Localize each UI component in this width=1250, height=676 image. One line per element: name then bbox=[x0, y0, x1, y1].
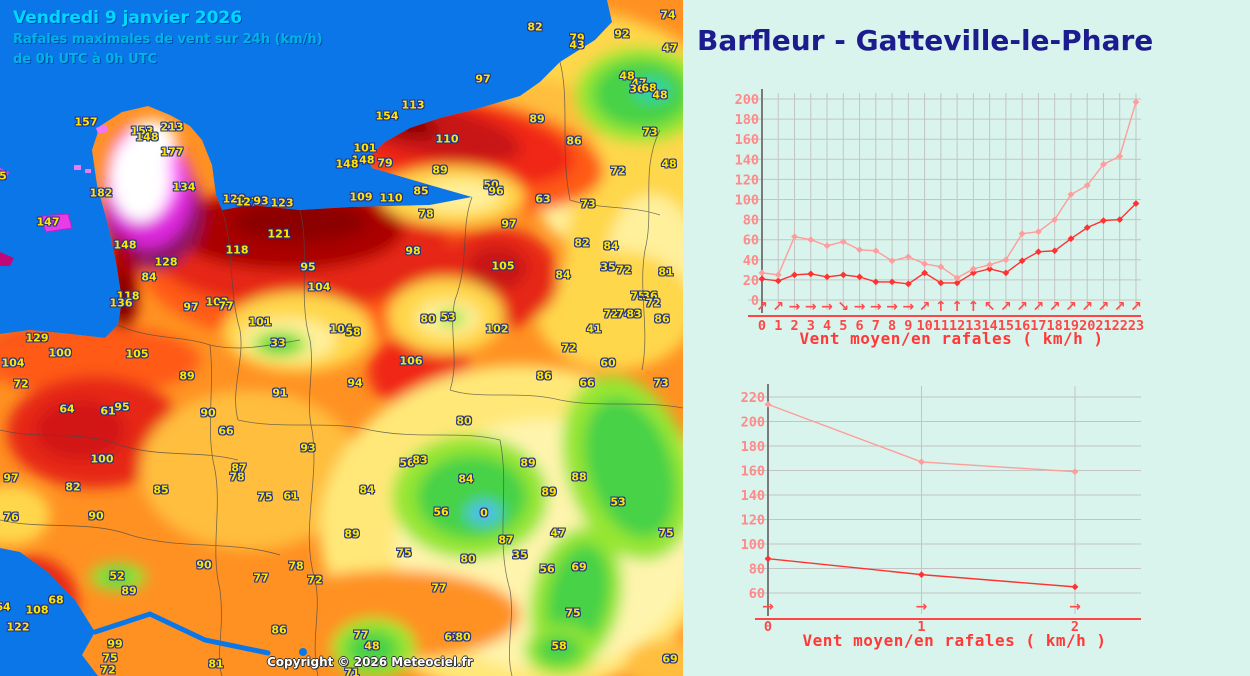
svg-text:1: 1 bbox=[917, 619, 925, 635]
svg-text:5: 5 bbox=[839, 318, 847, 334]
svg-text:1: 1 bbox=[774, 318, 782, 334]
svg-text:4: 4 bbox=[823, 318, 831, 334]
wind-direction-arrow: ↗ bbox=[756, 299, 768, 315]
svg-text:0: 0 bbox=[764, 619, 772, 635]
svg-text:6: 6 bbox=[855, 318, 863, 334]
svg-text:12: 12 bbox=[949, 318, 965, 334]
channel-islands bbox=[0, 124, 108, 266]
wind-direction-arrow: → bbox=[886, 299, 898, 315]
svg-text:0: 0 bbox=[751, 293, 759, 309]
svg-text:80: 80 bbox=[743, 213, 759, 229]
wind-direction-arrow: ↗ bbox=[1065, 299, 1077, 315]
wind-direction-arrow: ↗ bbox=[1016, 299, 1028, 315]
wind-direction-arrow: ↗ bbox=[1098, 299, 1110, 315]
map-art bbox=[0, 0, 683, 676]
svg-text:120: 120 bbox=[735, 172, 759, 188]
svg-text:2: 2 bbox=[790, 318, 798, 334]
wind-direction-arrow: → bbox=[870, 299, 882, 315]
wind-direction-arrow: → bbox=[789, 299, 801, 315]
svg-text:20: 20 bbox=[1079, 318, 1095, 334]
wind-direction-arrow: ↗ bbox=[1114, 299, 1126, 315]
svg-text:200: 200 bbox=[741, 415, 765, 431]
svg-text:14: 14 bbox=[982, 318, 998, 334]
svg-text:22: 22 bbox=[1112, 318, 1128, 334]
wind-chart-3day: 60 80 100 120 140 160 180 200 220 0 1 2 → → → Vent moye… bbox=[741, 384, 1141, 650]
wind-gust-map: Vendredi 9 janvier 2026 Rafales maximale… bbox=[0, 0, 683, 676]
wind-direction-arrow: ↑ bbox=[951, 299, 963, 315]
wind-direction-arrow: → bbox=[821, 299, 833, 315]
svg-text:2: 2 bbox=[1071, 619, 1079, 635]
wind-direction-arrow: ↑ bbox=[968, 299, 980, 315]
svg-text:60: 60 bbox=[749, 586, 765, 602]
svg-text:180: 180 bbox=[741, 439, 765, 455]
wind-direction-arrow: ↗ bbox=[1049, 299, 1061, 315]
svg-text:19: 19 bbox=[1063, 318, 1079, 334]
svg-text:21: 21 bbox=[1095, 318, 1111, 334]
station-panel: Barfleur - Gatteville-le-Phare 0 20 40 60 80… bbox=[683, 0, 1250, 676]
wind-direction-arrow: → bbox=[762, 599, 774, 615]
svg-text:120: 120 bbox=[741, 513, 765, 529]
wind-direction-arrow: → bbox=[902, 299, 914, 315]
svg-text:0: 0 bbox=[758, 318, 766, 334]
svg-text:3: 3 bbox=[807, 318, 815, 334]
svg-text:80: 80 bbox=[749, 562, 765, 578]
svg-text:13: 13 bbox=[965, 318, 981, 334]
wind-direction-arrow: → bbox=[916, 599, 928, 615]
svg-text:9: 9 bbox=[904, 318, 912, 334]
svg-text:100: 100 bbox=[735, 193, 759, 209]
svg-text:11: 11 bbox=[933, 318, 949, 334]
copyright-text: Copyright © 2026 Meteociel.fr bbox=[267, 655, 473, 669]
station-title: Barfleur - Gatteville-le-Phare bbox=[697, 24, 1154, 57]
svg-text:140: 140 bbox=[735, 152, 759, 168]
svg-text:160: 160 bbox=[735, 132, 759, 148]
svg-text:18: 18 bbox=[1047, 318, 1063, 334]
svg-text:40: 40 bbox=[743, 253, 759, 269]
wind-direction-arrow: → bbox=[1069, 599, 1081, 615]
wind-direction-arrow: ↗ bbox=[1081, 299, 1093, 315]
department-borders bbox=[0, 61, 683, 676]
wind-direction-arrow: ↗ bbox=[1130, 299, 1142, 315]
wind-direction-arrow: ↘ bbox=[837, 299, 849, 315]
x-axis-title: Vent moyen/en rafales ( km/h ) bbox=[800, 329, 1104, 348]
svg-text:60: 60 bbox=[743, 233, 759, 249]
wind-direction-arrow: ↗ bbox=[772, 299, 784, 315]
svg-text:7: 7 bbox=[872, 318, 880, 334]
svg-text:200: 200 bbox=[735, 92, 759, 108]
svg-text:220: 220 bbox=[741, 390, 765, 406]
svg-text:100: 100 bbox=[741, 537, 765, 553]
svg-text:10: 10 bbox=[916, 318, 932, 334]
wind-direction-arrow: ↖ bbox=[984, 299, 996, 315]
estuary bbox=[92, 611, 271, 656]
wind-direction-arrow: ↗ bbox=[1000, 299, 1012, 315]
svg-text:16: 16 bbox=[1014, 318, 1030, 334]
svg-text:23: 23 bbox=[1128, 318, 1144, 334]
svg-text:20: 20 bbox=[743, 273, 759, 289]
wind-direction-arrow: → bbox=[854, 299, 866, 315]
wind-direction-arrow: ↗ bbox=[919, 299, 931, 315]
svg-text:180: 180 bbox=[735, 112, 759, 128]
svg-text:15: 15 bbox=[998, 318, 1014, 334]
svg-text:160: 160 bbox=[741, 464, 765, 480]
svg-text:17: 17 bbox=[1030, 318, 1046, 334]
series-rafales bbox=[761, 101, 1137, 279]
wind-direction-arrow: ↗ bbox=[1033, 299, 1045, 315]
wind-direction-arrow: → bbox=[805, 299, 817, 315]
svg-text:140: 140 bbox=[741, 488, 765, 504]
x-axis-title: Vent moyen/en rafales ( km/h ) bbox=[803, 631, 1107, 650]
svg-text:8: 8 bbox=[888, 318, 896, 334]
wind-direction-arrow: ↑ bbox=[935, 299, 947, 315]
